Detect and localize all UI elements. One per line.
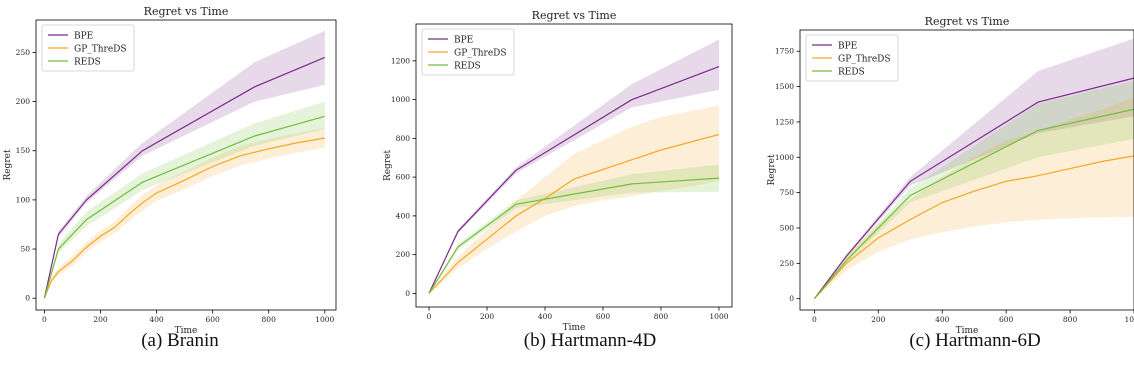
chart-hartmann-6d: Regret vs Time 0 200 400 600 800 1000 0 250 500 75…	[767, 15, 1134, 336]
y-tick-label: 1000	[775, 153, 794, 162]
legend-label-reds: REDS	[838, 68, 865, 78]
band-bpe	[44, 30, 325, 299]
y-tick-label: 200	[396, 250, 411, 259]
legend-label-reds: REDS	[74, 58, 101, 68]
band-gp-threds	[44, 128, 325, 299]
x-tick-label: 0	[812, 315, 817, 324]
x-tick-label: 800	[654, 312, 669, 321]
line-gp-threds	[813, 155, 1134, 300]
y-tick-label: 800	[396, 134, 411, 143]
x-axis-label: Time	[563, 323, 586, 333]
y-tick-label: 1750	[775, 47, 794, 56]
y-tick-label: 500	[780, 223, 795, 232]
legend-label-bpe: BPE	[838, 42, 857, 52]
plot-frame	[35, 19, 337, 311]
band-reds	[814, 80, 1134, 299]
x-tick-label: 600	[596, 312, 611, 321]
chart-title: Regret vs Time	[925, 15, 1010, 28]
chart-title: Regret vs Time	[144, 5, 229, 18]
y-tick-label: 100	[16, 195, 31, 204]
band-reds	[44, 101, 325, 299]
plot-frame	[415, 23, 733, 308]
y-tick-label: 0	[789, 294, 794, 303]
x-tick-label: 0	[427, 312, 432, 321]
y-tick-label: 50	[20, 245, 30, 254]
x-tick-label: 1000	[709, 312, 728, 321]
x-tick-label: 200	[871, 315, 886, 324]
x-axis-label: Time	[956, 326, 979, 336]
y-tick-label: 750	[780, 188, 795, 197]
legend-box	[41, 24, 135, 72]
legend-box	[421, 28, 515, 76]
legend-label-reds: REDS	[454, 62, 481, 72]
y-tick-label: 600	[396, 173, 411, 182]
line-reds	[428, 177, 720, 294]
caption-hartmann-4d: (b) Hartmann-4D	[523, 330, 657, 351]
x-tick-label: 600	[205, 315, 220, 324]
y-tick-label: 1250	[775, 117, 794, 126]
y-tick-label: 400	[396, 211, 411, 220]
x-tick-label: 1000	[1124, 315, 1134, 324]
chart-panel-hartmann-4d: Regret vs Time 0 200 400 600 800 1000 0 200 400 60…	[380, 0, 750, 333]
legend-label-bpe: BPE	[454, 36, 473, 46]
legend-label-gp-threds: GP_ThreDS	[454, 49, 507, 59]
y-tick-label: 1200	[391, 56, 410, 65]
band-gp-threds	[814, 97, 1134, 299]
y-tick-label: 1000	[391, 95, 410, 104]
legend-label-gp-threds: GP_ThreDS	[838, 55, 891, 65]
band-reds	[429, 164, 719, 294]
caption-hartmann-6d: (c) Hartmann-6D	[909, 330, 1041, 351]
line-gp-threds	[428, 133, 720, 294]
x-tick-label: 200	[480, 312, 495, 321]
y-axis-label: Regret	[767, 154, 777, 185]
line-bpe	[813, 77, 1134, 300]
y-tick-label: 0	[405, 289, 410, 298]
plot-area	[43, 30, 326, 299]
band-bpe	[814, 38, 1134, 299]
x-tick-label: 0	[42, 315, 47, 324]
x-tick-label: 400	[538, 312, 553, 321]
chart-panel-branin: Regret vs Time 0 200 400 600 800 1000 0 50 100 150…	[0, 0, 370, 336]
line-bpe	[428, 66, 720, 294]
y-tick-label: 1500	[775, 82, 794, 91]
y-axis-label: Regret	[3, 149, 13, 180]
plot-frame	[799, 29, 1134, 311]
band-gp-threds	[429, 105, 719, 294]
x-tick-label: 400	[935, 315, 950, 324]
x-tick-label: 800	[1063, 315, 1078, 324]
y-tick-label: 250	[16, 48, 31, 57]
x-axis-label: Time	[175, 326, 198, 336]
line-reds	[813, 108, 1134, 300]
x-tick-label: 400	[149, 315, 164, 324]
y-tick-label: 250	[780, 259, 795, 268]
caption-branin: (a) Branin	[141, 330, 219, 351]
line-gp-threds	[43, 137, 325, 299]
x-tick-label: 800	[262, 315, 277, 324]
x-tick-label: 1000	[315, 315, 334, 324]
chart-panel-hartmann-6d: Regret vs Time 0 200 400 600 800 1000 0 250 500 75…	[760, 0, 1134, 336]
legend-label-bpe: BPE	[74, 32, 93, 42]
y-tick-label: 200	[16, 97, 31, 106]
y-axis-label: Regret	[383, 150, 393, 181]
plot-area	[428, 39, 720, 294]
band-bpe	[429, 39, 719, 294]
line-reds	[43, 115, 325, 299]
line-bpe	[43, 56, 326, 299]
chart-hartmann-4d: Regret vs Time 0 200 400 600 800 1000 0 200 400 60…	[383, 9, 733, 333]
plot-area	[813, 38, 1134, 300]
x-tick-label: 200	[93, 315, 108, 324]
legend-label-gp-threds: GP_ThreDS	[74, 45, 127, 55]
y-tick-label: 150	[16, 146, 31, 155]
y-tick-label: 0	[25, 294, 30, 303]
chart-branin: Regret vs Time 0 200 400 600 800 1000 0 50 100 150…	[3, 5, 337, 336]
legend-box	[805, 34, 899, 82]
chart-title: Regret vs Time	[532, 9, 617, 22]
x-tick-label: 600	[999, 315, 1014, 324]
